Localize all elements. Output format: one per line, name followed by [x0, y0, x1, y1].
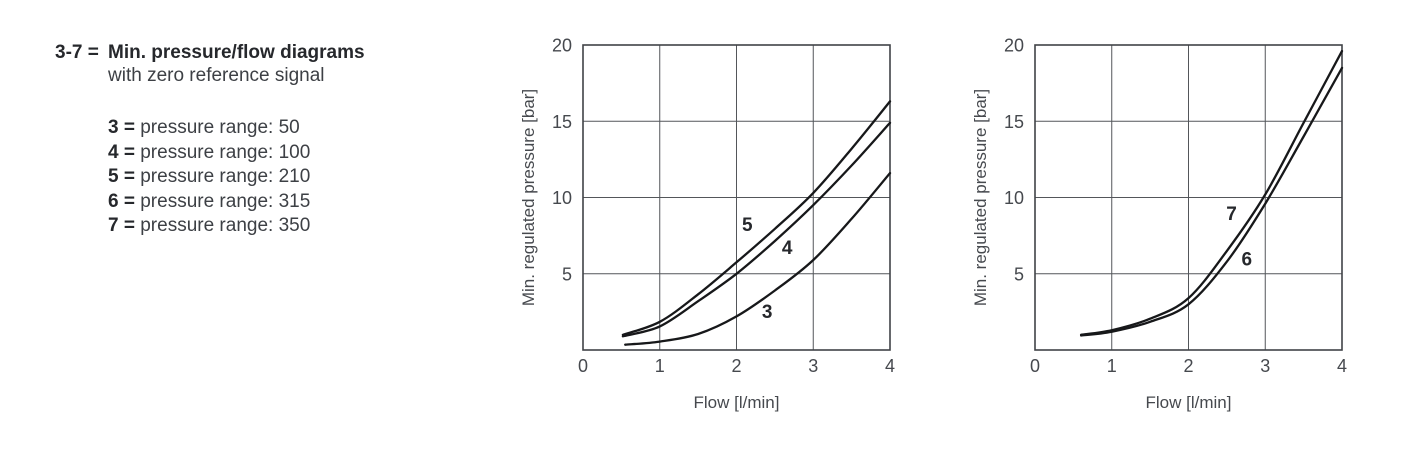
- plot-border: [1034, 44, 1343, 351]
- y-tick-label: 15: [1004, 112, 1024, 132]
- curve-7-label: 7: [1226, 204, 1237, 225]
- pressure-range-key: 7 =: [108, 215, 135, 236]
- curve-4-path: [621, 121, 892, 338]
- pressure-range-item-7: 7 = pressure range: 350: [108, 214, 365, 239]
- y-tick-label: 5: [562, 264, 572, 284]
- curve-5-label: 5: [742, 215, 753, 236]
- x-tick-label: 4: [885, 356, 895, 376]
- curve-5-path: [621, 100, 892, 336]
- x-tick-label: 0: [578, 356, 588, 376]
- curve-6-path: [1079, 66, 1344, 337]
- legend-title-prefix: 3-7 =: [55, 42, 99, 63]
- legend-block: 3-7 = Min. pressure/flow diagrams with ze…: [55, 40, 365, 239]
- y-tick-label: 20: [552, 36, 572, 56]
- pressure-range-text: pressure range: 315: [134, 190, 311, 212]
- x-tick-label: 1: [655, 356, 665, 376]
- curve-7-path: [1079, 49, 1344, 336]
- pressure-range-item-5: 5 = pressure range: 210: [108, 165, 365, 190]
- x-tick-label: 0: [1030, 356, 1040, 376]
- y-tick-label: 15: [552, 112, 572, 132]
- pressure-range-key: 3 =: [108, 117, 135, 138]
- x-tick-label: 3: [808, 356, 818, 376]
- pressure-range-key: 5 =: [108, 166, 135, 187]
- x-axis-label: Flow [l/min]: [694, 393, 780, 412]
- curve-3-path: [624, 171, 892, 346]
- curve-3-label: 3: [762, 302, 773, 323]
- curve-4-label: 4: [782, 238, 793, 259]
- legend-title-row: 3-7 = Min. pressure/flow diagrams: [55, 40, 365, 65]
- pressure-range-text: pressure range: 50: [134, 117, 300, 138]
- pressure-range-item-6: 6 = pressure range: 315: [108, 190, 365, 215]
- x-tick-label: 2: [731, 356, 741, 376]
- x-tick-label: 1: [1107, 356, 1117, 376]
- pressure-flow-chart-right: 7 6 0 1 2 3 4 5 10 15 20 Flow [l/min] Min. regulated…: [971, 36, 1347, 413]
- pressure-range-list: 3 = pressure range: 50 4 = pressure range…: [108, 116, 365, 239]
- pressure-range-item-4: 4 = pressure range: 100: [108, 141, 365, 166]
- plot-border: [582, 44, 891, 351]
- x-tick-label: 2: [1183, 356, 1193, 376]
- y-tick-label: 5: [1014, 264, 1024, 284]
- pressure-flow-chart-left: 5 4 3 0 1 2 3 4 5 10 15 20 Flow [l/min] Min. regulate…: [519, 36, 895, 413]
- curve-6-label: 6: [1242, 250, 1253, 271]
- x-axis-label: Flow [l/min]: [1146, 393, 1232, 412]
- pressure-range-key: 6 =: [108, 190, 135, 212]
- legend-title: Min. pressure/flow diagrams: [108, 42, 365, 63]
- x-tick-label: 3: [1260, 356, 1270, 376]
- y-axis-label: Min. regulated pressure [bar]: [519, 89, 538, 306]
- y-tick-label: 10: [1004, 188, 1024, 208]
- pressure-range-item-3: 3 = pressure range: 50: [108, 116, 365, 141]
- y-tick-label: 20: [1004, 36, 1024, 56]
- pressure-range-text: pressure range: 100: [134, 141, 311, 163]
- pressure-range-text: pressure range: 350: [134, 215, 311, 236]
- legend-subtitle: with zero reference signal: [108, 65, 325, 86]
- pressure-range-text: pressure range: 210: [134, 166, 311, 187]
- y-axis-label: Min. regulated pressure [bar]: [971, 89, 990, 306]
- x-tick-label: 4: [1337, 356, 1347, 376]
- pressure-range-key: 4 =: [108, 141, 135, 163]
- y-tick-label: 10: [552, 188, 572, 208]
